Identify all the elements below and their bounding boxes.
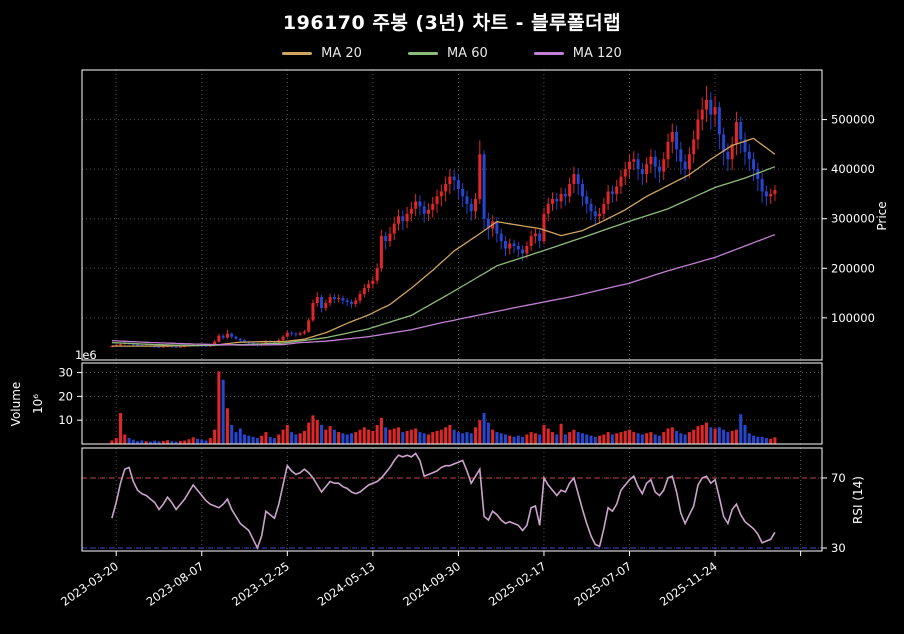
svg-text:30: 30 (58, 366, 73, 380)
volume-bars (110, 371, 777, 444)
x-tick-label: 2023-08-07 (144, 559, 207, 609)
ma20-line (111, 137, 776, 347)
price-axis-label: Price (875, 201, 889, 230)
rsi-line (82, 452, 822, 551)
legend-label: MA 120 (572, 46, 622, 61)
svg-text:400000: 400000 (831, 162, 875, 176)
ma20-line-swatch (282, 52, 313, 55)
svg-text:30: 30 (831, 541, 846, 555)
moving-averages (111, 137, 776, 347)
legend-item-ma20: MA 20 (282, 46, 362, 61)
svg-text:20: 20 (58, 389, 73, 403)
svg-text:500000: 500000 (831, 113, 875, 127)
svg-text:70: 70 (831, 471, 846, 485)
gridlines (82, 70, 822, 551)
panel-borders (81, 69, 823, 552)
legend-item-ma120: MA 120 (533, 46, 622, 61)
x-tick-label: 2025-07-07 (571, 559, 634, 609)
x-tick-label: 2024-05-13 (315, 559, 378, 609)
candles (110, 85, 777, 349)
legend-label: MA 60 (446, 46, 488, 61)
x-tick-label: 2024-09-30 (400, 559, 463, 609)
x-tick-label: 2023-12-25 (229, 559, 292, 609)
volume-offset-text: 1e6 (75, 348, 97, 362)
volume-axis-label: Volume (9, 382, 23, 427)
legend-item-ma60: MA 60 (407, 46, 488, 61)
tick-labels: 100000 200000 300000 400000 500000 10 20 30 30 70… (58, 113, 875, 609)
legend: MA 20 MA 60 MA 120 (0, 46, 904, 61)
svg-text:300000: 300000 (831, 212, 875, 226)
rsi-axis-label: RSI (14) (851, 476, 865, 524)
x-tick-label: 2025-02-17 (486, 559, 549, 609)
svg-text:10: 10 (58, 413, 73, 427)
ma60-line-swatch (407, 52, 438, 55)
chart-title: 196170 주봉 (3년) 차트 - 블루폴더랩 (282, 12, 622, 34)
x-tick-label: 2023-03-20 (58, 559, 121, 609)
ma120-line-swatch (533, 52, 564, 55)
volume-unit-label: 10⁶ (31, 394, 45, 414)
x-tick-label: 2025-11-24 (657, 559, 720, 609)
ma60-line (111, 166, 776, 347)
svg-text:100000: 100000 (831, 311, 875, 325)
legend-label: MA 20 (321, 46, 362, 61)
svg-text:200000: 200000 (831, 261, 875, 275)
ma120-line (111, 233, 776, 346)
